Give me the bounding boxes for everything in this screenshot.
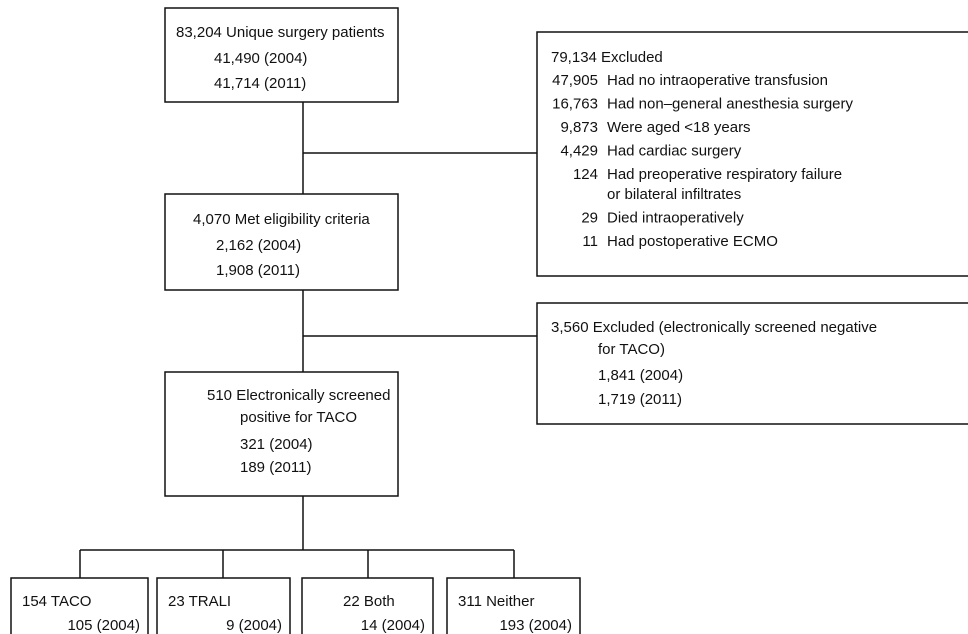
box bbox=[164, 371, 399, 497]
box bbox=[164, 193, 399, 291]
reason-text: Died intraoperatively bbox=[607, 209, 744, 226]
reason-count: 11 bbox=[582, 233, 598, 250]
exclusion-line: 1,841 (2004) bbox=[598, 367, 683, 384]
outcome-line: 9 (2004) bbox=[226, 617, 282, 634]
reason-text: Had preoperative respiratory failure bbox=[607, 166, 842, 183]
box-line: 1,908 (2011) bbox=[216, 262, 300, 279]
outcome-box bbox=[446, 577, 581, 634]
box-line: 321 (2004) bbox=[240, 436, 313, 453]
reason-text: Had cardiac surgery bbox=[607, 142, 742, 159]
exclusion-title: 3,560 Excluded (electronically screened … bbox=[551, 319, 877, 336]
exclusion-line: 1,719 (2011) bbox=[598, 391, 682, 408]
exclusion-box bbox=[536, 31, 968, 277]
reason-count: 16,763 bbox=[552, 95, 598, 112]
connectors bbox=[79, 102, 537, 578]
outcome-line: 14 (2004) bbox=[361, 617, 425, 634]
box-title: 83,204 Unique surgery patients bbox=[176, 24, 384, 41]
box-title: 510 Electronically screened bbox=[207, 387, 390, 404]
exclusion-title: 79,134 Excluded bbox=[551, 49, 663, 66]
reason-text: Were aged <18 years bbox=[607, 119, 751, 136]
reason-count: 124 bbox=[573, 166, 598, 183]
outcome-title: 311 Neither bbox=[458, 593, 534, 610]
reason-count: 9,873 bbox=[560, 119, 598, 136]
outcome-title: 154 TACO bbox=[22, 593, 91, 610]
outcome-box bbox=[156, 577, 291, 634]
reason-text: Had non–general anesthesia surgery bbox=[607, 95, 853, 112]
reason-text: or bilateral infiltrates bbox=[607, 186, 741, 203]
reason-count: 47,905 bbox=[552, 72, 598, 89]
outcome-title: 22 Both bbox=[343, 593, 395, 610]
box-title: 4,070 Met eligibility criteria bbox=[193, 211, 370, 228]
reason-count: 4,429 bbox=[560, 142, 598, 159]
box-line: 2,162 (2004) bbox=[216, 237, 301, 254]
reason-count: 29 bbox=[581, 209, 598, 226]
box-title: positive for TACO bbox=[240, 409, 357, 426]
outcome-line: 105 (2004) bbox=[67, 617, 140, 634]
outcome-box bbox=[10, 577, 149, 634]
box bbox=[164, 7, 399, 103]
outcome-line: 193 (2004) bbox=[499, 617, 572, 634]
reason-text: Had postoperative ECMO bbox=[607, 233, 778, 250]
outcome-title: 23 TRALI bbox=[168, 593, 231, 610]
box-line: 189 (2011) bbox=[240, 459, 311, 476]
outcome-box bbox=[301, 577, 434, 634]
box-line: 41,490 (2004) bbox=[214, 50, 307, 67]
exclusion-box bbox=[536, 302, 968, 425]
exclusion-reasons: 47,905 Had no intraoperative transfusion 1… bbox=[552, 72, 853, 250]
reason-text: Had no intraoperative transfusion bbox=[607, 72, 828, 89]
box-line: 41,714 (2011) bbox=[214, 75, 306, 92]
exclusion-title: for TACO) bbox=[598, 341, 665, 358]
